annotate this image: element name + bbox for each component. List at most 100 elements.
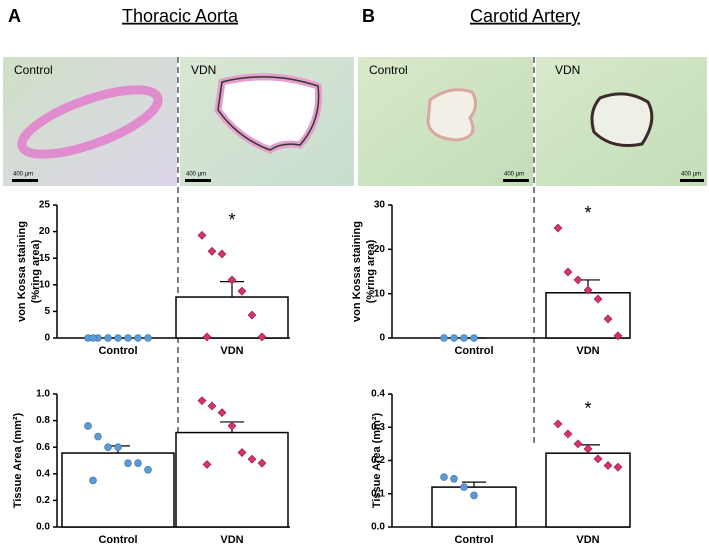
data-point [114, 334, 122, 342]
y-tick-label: 20 [374, 244, 386, 255]
data-point [227, 421, 237, 431]
micrograph [3, 57, 177, 186]
data-point [460, 334, 468, 342]
y-tick-label: 0.0 [36, 522, 50, 533]
data-point [124, 459, 132, 467]
y-axis-label: von Kossa staining [351, 221, 363, 322]
scale-label: 400 µm [504, 172, 524, 178]
y-tick-label: 0 [44, 333, 50, 344]
bar [175, 431, 289, 528]
data-point [470, 491, 478, 500]
x-tick-label: VDN [220, 345, 243, 357]
panel-title: Thoracic Aorta [122, 6, 239, 26]
error-bar [462, 481, 486, 488]
panel-label: B [362, 6, 375, 26]
data-point [144, 466, 152, 474]
y-tick-label: 0.8 [36, 415, 50, 426]
data-point [124, 334, 132, 342]
x-tick-label: Control [98, 345, 137, 357]
data-point [603, 461, 613, 470]
y-tick-label: 20 [39, 226, 51, 237]
scale-label: 400 µm [186, 172, 206, 178]
tissue-ring [590, 92, 654, 147]
data-point [134, 459, 142, 467]
annotation: * [584, 203, 591, 223]
image-label: VDN [191, 63, 216, 77]
x-tick-label: VDN [576, 345, 599, 357]
scale-bar [680, 179, 704, 182]
data-point [573, 275, 583, 285]
data-point [257, 332, 267, 342]
scale-bar [503, 179, 529, 182]
scale-bar [185, 179, 211, 182]
panel-label: A [8, 6, 21, 26]
data-point [202, 460, 212, 469]
x-tick-label: Control [98, 534, 137, 546]
data-point [440, 473, 448, 481]
y-tick-label: 25 [39, 200, 51, 211]
x-tick-label: VDN [220, 534, 243, 546]
data-point [440, 334, 448, 342]
data-point [613, 331, 623, 341]
data-point [207, 246, 217, 256]
y-tick-label: 0.3 [371, 422, 385, 433]
data-point [460, 483, 468, 491]
data-point [104, 334, 112, 342]
data-point [237, 448, 247, 457]
data-point [450, 474, 458, 483]
data-point [613, 462, 623, 472]
y-axis-label: von Kossa staining [16, 221, 28, 322]
y-tick-label: 10 [374, 288, 386, 299]
data-point [583, 285, 593, 295]
y-axis-label: Tissue Area (mm²) [371, 412, 383, 508]
data-point [84, 422, 92, 430]
data-point [603, 314, 613, 324]
data-point [237, 286, 247, 296]
data-point [450, 334, 458, 342]
data-point [583, 444, 593, 454]
y-tick-label: 30 [374, 200, 386, 211]
x-tick-label: VDN [576, 534, 599, 546]
data-point [202, 332, 212, 342]
scale-label: 400 µm [681, 172, 701, 178]
y-tick-label: 0.2 [371, 455, 385, 466]
y-tick-label: 0.4 [371, 389, 385, 400]
data-point [89, 334, 97, 342]
bar [175, 296, 289, 339]
data-point [104, 443, 112, 452]
y-axis-label: (%ring area) [30, 239, 42, 303]
data-point [144, 334, 152, 342]
data-point [573, 439, 583, 449]
y-axis-label: (%ring area) [365, 239, 377, 303]
image-label: Control [14, 63, 53, 77]
data-point [197, 396, 207, 406]
tissue-ring [17, 85, 163, 159]
data-point [217, 408, 227, 418]
y-tick-label: 0 [379, 333, 385, 344]
y-tick-label: 0.1 [371, 488, 385, 499]
data-point [563, 429, 573, 439]
y-tick-label: 10 [39, 279, 51, 290]
bar [545, 292, 631, 339]
data-point [257, 458, 267, 468]
y-tick-label: 0.6 [36, 442, 50, 453]
annotation: * [228, 210, 235, 230]
annotation: * [584, 399, 591, 419]
data-point [94, 432, 102, 441]
data-point [197, 230, 207, 240]
x-tick-label: Control [454, 534, 493, 546]
data-point [553, 223, 563, 233]
data-point [247, 310, 257, 320]
data-point [563, 267, 573, 277]
data-point [553, 419, 563, 429]
tissue-outline [217, 76, 320, 151]
data-point [470, 334, 478, 342]
data-point [247, 454, 257, 464]
y-tick-label: 0.4 [36, 468, 50, 479]
bar [61, 452, 175, 528]
y-tick-label: 5 [44, 306, 50, 317]
y-tick-label: 1.0 [36, 389, 50, 400]
y-tick-label: 0.0 [371, 522, 385, 533]
scale-label: 400 µm [13, 172, 33, 178]
y-axis-label: Tissue Area (mm²) [12, 412, 24, 508]
